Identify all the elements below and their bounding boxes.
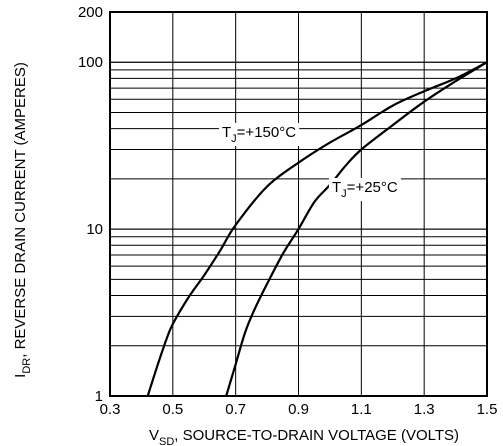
plot-frame [109, 11, 488, 397]
curves [146, 61, 488, 397]
x-tick-label: 0.7 [225, 401, 246, 418]
x-tick-label: 1.5 [477, 401, 498, 418]
x-tick-label: 0.3 [100, 401, 121, 418]
y-tick-label: 10 [86, 221, 103, 238]
curve-label-background [219, 123, 300, 146]
x-tick-label: 0.9 [288, 401, 309, 418]
y-tick-label: 200 [78, 4, 103, 21]
y-tick-label: 1 [95, 388, 103, 405]
x-tick-label: 1.3 [414, 401, 435, 418]
x-axis-title: VSD, SOURCE-TO-DRAIN VOLTAGE (VOLTS) [149, 427, 459, 446]
x-tick-label: 0.5 [162, 401, 183, 418]
y-tick-label: 100 [78, 54, 103, 71]
curve-label-150c: TJ=+150°C [222, 124, 296, 145]
x-tick-label: 1.1 [351, 401, 372, 418]
curve-label-background [329, 178, 401, 201]
curve-label-25c: TJ=+25°C [332, 179, 398, 200]
series-line-150c [146, 61, 488, 397]
tick-labels: 0.3 0.5 0.7 0.9 1.1 1.3 1.5 1 10 100 200 [78, 4, 497, 418]
series-line-25c [225, 61, 488, 397]
y-axis-title: IDR, REVERSE DRAIN CURRENT (AMPERES) [12, 62, 33, 378]
